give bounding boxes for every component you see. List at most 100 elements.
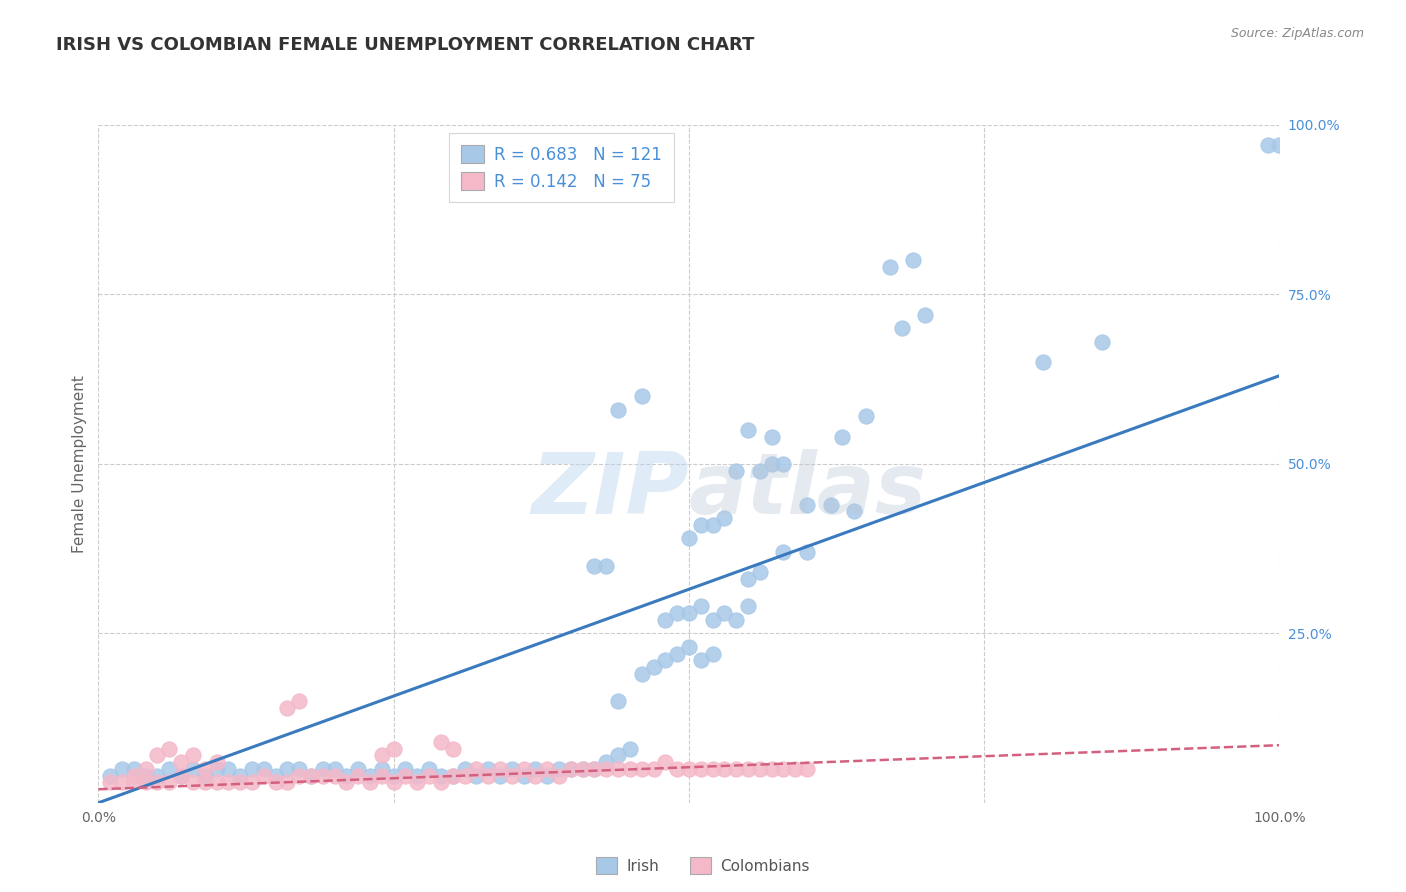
Point [689, 653, 711, 667]
Point [181, 775, 204, 789]
Y-axis label: Female Unemployment: Female Unemployment [72, 375, 87, 553]
Point [536, 769, 558, 783]
Point [194, 762, 217, 776]
Point [229, 775, 252, 789]
Point [831, 430, 853, 444]
Point [643, 660, 665, 674]
Point [737, 423, 759, 437]
Point [630, 389, 652, 403]
Point [702, 647, 724, 661]
Point [122, 769, 145, 783]
Point [725, 464, 748, 478]
Point [253, 769, 276, 783]
Point [146, 775, 169, 789]
Point [785, 762, 807, 776]
Point [512, 762, 534, 776]
Point [678, 640, 700, 654]
Point [205, 755, 228, 769]
Point [194, 769, 217, 783]
Point [430, 769, 453, 783]
Point [312, 762, 335, 776]
Point [312, 769, 335, 783]
Point [678, 762, 700, 776]
Point [122, 762, 145, 776]
Point [98, 775, 121, 789]
Point [430, 735, 453, 749]
Point [98, 769, 121, 783]
Point [170, 769, 193, 783]
Point [382, 769, 405, 783]
Point [666, 762, 689, 776]
Point [702, 517, 724, 532]
Point [276, 701, 298, 715]
Point [347, 769, 370, 783]
Point [595, 762, 617, 776]
Point [643, 762, 665, 776]
Point [194, 775, 217, 789]
Point [453, 762, 475, 776]
Point [548, 762, 571, 776]
Point [253, 762, 276, 776]
Point [323, 762, 346, 776]
Point [135, 762, 157, 776]
Point [299, 769, 322, 783]
Point [394, 769, 416, 783]
Point [772, 762, 794, 776]
Point [441, 769, 464, 783]
Point [654, 613, 676, 627]
Legend: R = 0.683   N = 121, R = 0.142   N = 75: R = 0.683 N = 121, R = 0.142 N = 75 [450, 133, 673, 202]
Point [501, 762, 523, 776]
Point [713, 511, 735, 525]
Point [111, 762, 134, 776]
Point [240, 775, 263, 789]
Point [772, 545, 794, 559]
Point [217, 762, 239, 776]
Point [240, 762, 263, 776]
Point [229, 769, 252, 783]
Point [264, 775, 287, 789]
Point [441, 741, 464, 756]
Point [135, 769, 157, 783]
Point [1091, 334, 1114, 349]
Point [418, 769, 440, 783]
Point [630, 667, 652, 681]
Point [465, 769, 488, 783]
Point [170, 755, 193, 769]
Point [654, 653, 676, 667]
Point [571, 762, 593, 776]
Point [441, 769, 464, 783]
Point [725, 762, 748, 776]
Point [607, 748, 630, 763]
Point [772, 457, 794, 471]
Point [630, 762, 652, 776]
Point [299, 769, 322, 783]
Point [276, 775, 298, 789]
Point [748, 464, 770, 478]
Text: ZIP: ZIP [531, 450, 689, 533]
Point [524, 769, 547, 783]
Point [689, 599, 711, 614]
Point [725, 613, 748, 627]
Point [288, 694, 311, 708]
Point [501, 769, 523, 783]
Point [748, 566, 770, 580]
Point [288, 769, 311, 783]
Point [571, 762, 593, 776]
Point [737, 762, 759, 776]
Point [157, 775, 180, 789]
Point [157, 741, 180, 756]
Point [548, 769, 571, 783]
Point [678, 532, 700, 546]
Point [583, 762, 606, 776]
Point [371, 769, 394, 783]
Point [796, 545, 818, 559]
Point [1268, 138, 1291, 153]
Point [1032, 355, 1054, 369]
Point [489, 769, 512, 783]
Point [796, 762, 818, 776]
Text: atlas: atlas [689, 450, 927, 533]
Point [430, 775, 453, 789]
Point [157, 762, 180, 776]
Point [761, 430, 783, 444]
Point [382, 741, 405, 756]
